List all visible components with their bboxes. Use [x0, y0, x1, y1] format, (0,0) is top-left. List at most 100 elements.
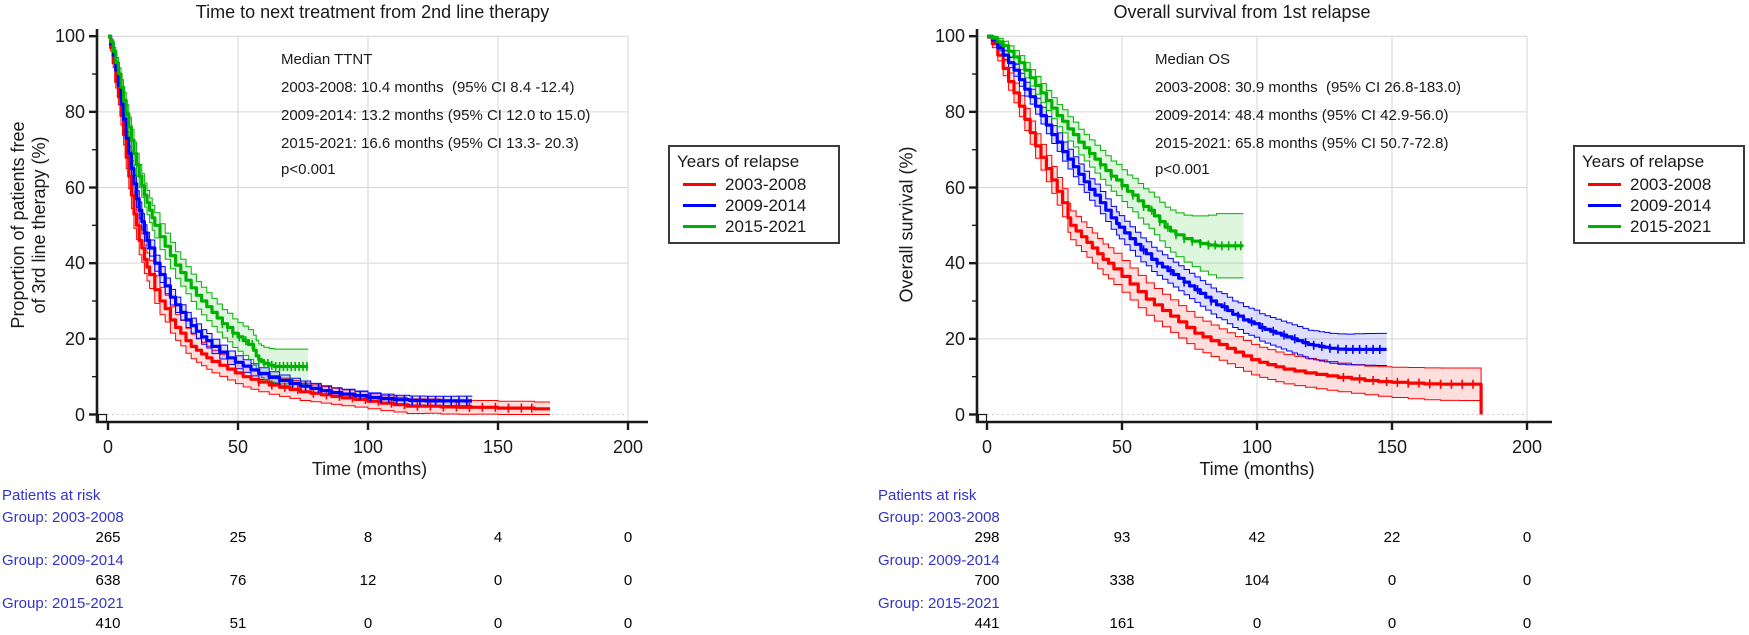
annotation-line: 2003-2008: 30.9 months (95% CI 26.8-183.… [1155, 79, 1462, 96]
legend-item-label: 2009-2014 [1630, 195, 1712, 215]
annotation-line: 2009-2014: 48.4 months (95% CI 42.9-56.0… [1155, 107, 1449, 124]
legend-item-label: 2003-2008 [1630, 174, 1712, 194]
y-axis-label: Proportion of patients free of 3rd line … [8, 45, 50, 405]
y-tick-label: 40 [64, 253, 85, 274]
y-axis-label-line: Proportion of patients free [8, 121, 28, 329]
risk-count: 700 [974, 572, 1000, 589]
x-tick-label: 100 [352, 437, 384, 457]
chart-title: Time to next treatment from 2nd line the… [195, 2, 550, 22]
annotation-line: 2003-2008: 10.4 months (95% CI 8.4 -12.4… [281, 79, 575, 96]
legend-line-sample [683, 225, 716, 228]
plot-axes [89, 29, 648, 430]
gridlines [977, 35, 1528, 422]
risk-count: 0 [1252, 615, 1262, 632]
risk-count: 0 [1387, 572, 1397, 589]
risk-count: 0 [493, 572, 503, 589]
y-axis-label-line: Overall survival (%) [896, 146, 917, 303]
risk-count: 93 [1113, 529, 1131, 546]
x-tick-label: 0 [981, 437, 992, 457]
risk-count: 0 [493, 615, 503, 632]
x-tick-label: 50 [1111, 437, 1133, 457]
annotation-line: 2015-2021: 65.8 months (95% CI 50.7-72.8… [1155, 135, 1449, 152]
y-axis-label-line: of 3rd line therapy (%) [29, 136, 49, 314]
y-tick-label: 20 [64, 328, 85, 349]
legend-line-sample [1588, 204, 1621, 207]
legend-item: 2009-2014 [677, 195, 831, 216]
km-curve-2003-2008 [987, 34, 1483, 415]
risk-count: 22 [1383, 529, 1401, 546]
legend-item-label: 2003-2008 [725, 174, 807, 194]
risk-group-label: Group: 2003-2008 [878, 509, 1000, 526]
risk-count: 410 [95, 615, 121, 632]
risk-count: 51 [229, 615, 247, 632]
km-plot-svg-ttnt [89, 29, 648, 430]
x-tick-label: 50 [227, 437, 249, 457]
risk-count: 0 [1522, 529, 1532, 546]
risk-group-label: Group: 2003-2008 [2, 509, 124, 526]
legend-item: 2009-2014 [1582, 195, 1736, 216]
x-axis-label: Time (months) [1199, 459, 1315, 479]
legend-item: 2003-2008 [677, 174, 831, 195]
legend-item: 2015-2021 [677, 216, 831, 237]
annotation-line: 2009-2014: 13.2 months (95% CI 12.0 to 1… [281, 107, 591, 124]
risk-count: 42 [1248, 529, 1266, 546]
plot-axes [969, 29, 1552, 430]
y-tick-label: 0 [954, 404, 965, 425]
legend-item: 2003-2008 [1582, 174, 1736, 195]
risk-count: 265 [95, 529, 121, 546]
risk-count: 0 [1522, 615, 1532, 632]
y-tick-label: 100 [934, 26, 965, 47]
risk-count: 441 [974, 615, 1000, 632]
annotation-line: p<0.001 [281, 161, 336, 178]
risk-count: 25 [229, 529, 247, 546]
chart-title: Overall survival from 1st relapse [1113, 2, 1371, 22]
risk-group-label: Group: 2009-2014 [2, 552, 124, 569]
risk-count: 4 [493, 529, 503, 546]
legend-line-sample [683, 183, 716, 186]
legend-line-sample [1588, 183, 1621, 186]
ttnt-chart-panel: Time to next treatment from 2nd line the… [0, 0, 840, 635]
x-tick-label: 100 [1241, 437, 1273, 457]
legend-line-sample [683, 204, 716, 207]
km-curve-2009-2014 [108, 34, 472, 406]
risk-count: 0 [623, 615, 633, 632]
os-chart-panel: Overall survival from 1st relapse Overal… [860, 0, 1749, 635]
risk-count: 0 [1522, 572, 1532, 589]
legend-item-label: 2009-2014 [725, 195, 807, 215]
legend-item-label: 2015-2021 [1630, 216, 1712, 236]
y-tick-label: 60 [64, 177, 85, 198]
risk-count: 161 [1109, 615, 1135, 632]
y-tick-label: 0 [74, 404, 85, 425]
risk-count: 298 [974, 529, 1000, 546]
legend-item-label: 2015-2021 [725, 216, 807, 236]
legend-line-sample [1588, 225, 1621, 228]
risk-table-header: Patients at risk [2, 487, 101, 504]
x-tick-label: 200 [1511, 437, 1543, 457]
ci-band-2009-2014 [987, 35, 1388, 366]
risk-group-label: Group: 2015-2021 [878, 595, 1000, 612]
legend-title: Years of relapse [1582, 152, 1705, 171]
risk-count: 338 [1109, 572, 1135, 589]
risk-count: 76 [229, 572, 247, 589]
km-plot-svg-os [969, 29, 1552, 430]
legend: Years of relapse 2003-2008 2009-2014 201… [668, 145, 840, 244]
risk-count: 0 [363, 615, 373, 632]
ci-band-2015-2021 [987, 35, 1244, 279]
risk-count: 638 [95, 572, 121, 589]
risk-count: 104 [1244, 572, 1270, 589]
x-tick-label: 0 [102, 437, 113, 457]
risk-count: 0 [1387, 615, 1397, 632]
risk-count: 8 [363, 529, 373, 546]
km-curve-2009-2014 [987, 34, 1387, 354]
y-tick-label: 40 [944, 253, 965, 274]
ci-band-2003-2008 [987, 35, 1482, 415]
x-tick-label: 150 [482, 437, 514, 457]
km-curve-2015-2021 [108, 34, 309, 371]
annotation-line: Median OS [1155, 51, 1231, 68]
y-tick-label: 60 [944, 177, 965, 198]
legend: Years of relapse 2003-2008 2009-2014 201… [1573, 145, 1745, 244]
risk-group-label: Group: 2015-2021 [2, 595, 124, 612]
risk-table-header: Patients at risk [878, 487, 977, 504]
km-curve-2015-2021 [987, 34, 1244, 251]
